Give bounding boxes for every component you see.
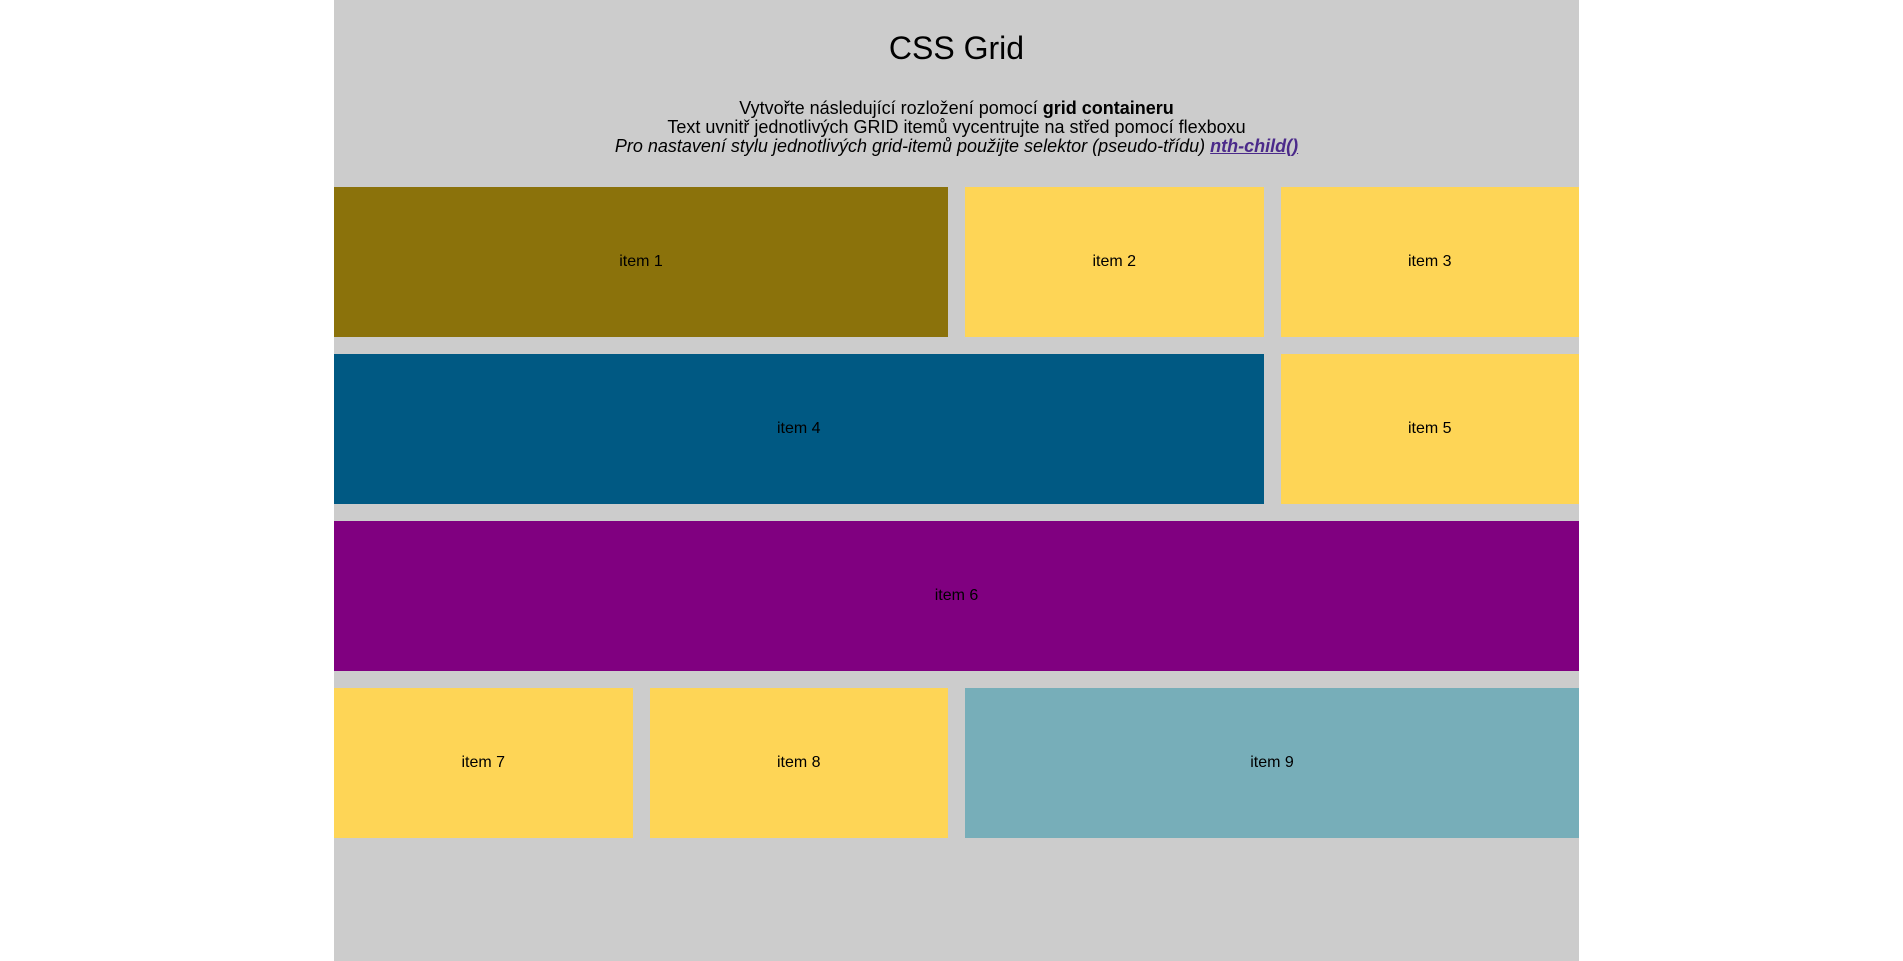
instruction-line-3-text: Pro nastavení stylu jednotlivých grid-it…: [614, 136, 1211, 156]
grid-item-2-label: item 2: [1092, 253, 1137, 270]
grid-item-4-label: item 4: [776, 420, 821, 437]
grid-item-1-label: item 1: [619, 253, 663, 270]
grid-item-8-label: item 8: [776, 754, 821, 771]
grid-item-3: item 3: [1280, 187, 1579, 337]
grid-item-9-label: item 9: [1250, 754, 1294, 771]
instruction-line-1: Vytvořte následující rozložení pomocí gr…: [334, 99, 1579, 118]
grid-item-6-label: item 6: [934, 587, 979, 604]
grid-item-5: item 5: [1280, 354, 1579, 504]
grid-item-3-label: item 3: [1407, 253, 1452, 270]
grid-item-1: item 1: [334, 187, 948, 337]
grid-item-7-label: item 7: [461, 754, 506, 771]
grid-item-7: item 7: [334, 688, 633, 838]
grid-item-9: item 9: [965, 688, 1579, 838]
instruction-line-1-text: Vytvořte následující rozložení pomocí: [739, 98, 1043, 118]
instruction-line-3: Pro nastavení stylu jednotlivých grid-it…: [334, 137, 1579, 156]
page-title: CSS Grid: [888, 30, 1025, 66]
grid-item-5-label: item 5: [1407, 420, 1452, 437]
grid-container: item 1 item 2 item 3 item 4 item 5 item …: [334, 187, 1579, 838]
instructions: Vytvořte následující rozložení pomocí gr…: [334, 99, 1579, 156]
grid-item-2: item 2: [965, 187, 1264, 337]
nth-child-link[interactable]: nth-child(): [1210, 136, 1299, 156]
instruction-line-2: Text uvnitř jednotlivých GRID itemů vyce…: [667, 117, 1246, 137]
grid-item-4: item 4: [334, 354, 1264, 504]
grid-item-6: item 6: [334, 521, 1579, 671]
grid-item-8: item 8: [649, 688, 948, 838]
page-container: CSS Grid Vytvořte následující rozložení …: [334, 0, 1579, 961]
instruction-line-1-bold: grid containeru: [1042, 98, 1174, 118]
